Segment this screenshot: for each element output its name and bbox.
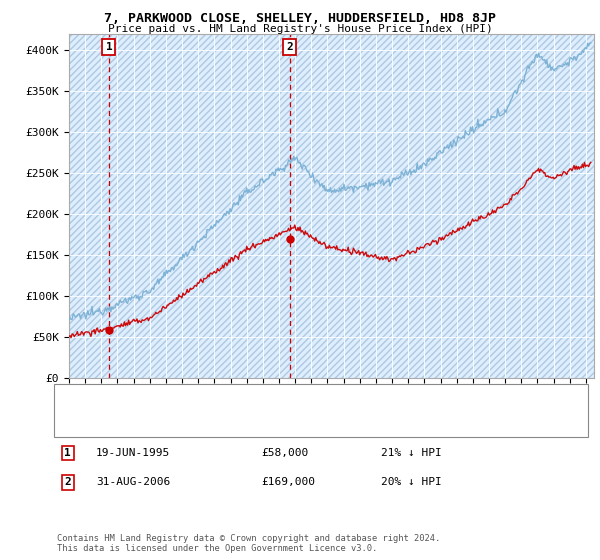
- Text: 1: 1: [64, 448, 71, 458]
- Text: 20% ↓ HPI: 20% ↓ HPI: [381, 477, 442, 487]
- Text: ——: ——: [68, 393, 83, 406]
- Text: 2: 2: [286, 43, 293, 53]
- Text: HPI: Average price, detached house, Kirklees: HPI: Average price, detached house, Kirk…: [96, 417, 360, 427]
- Text: ——: ——: [68, 415, 83, 428]
- Text: 21% ↓ HPI: 21% ↓ HPI: [381, 448, 442, 458]
- Text: 19-JUN-1995: 19-JUN-1995: [96, 448, 170, 458]
- Text: £58,000: £58,000: [261, 448, 308, 458]
- Text: 7, PARKWOOD CLOSE, SHELLEY, HUDDERSFIELD, HD8 8JP (detached house): 7, PARKWOOD CLOSE, SHELLEY, HUDDERSFIELD…: [96, 395, 492, 405]
- Text: Price paid vs. HM Land Registry's House Price Index (HPI): Price paid vs. HM Land Registry's House …: [107, 24, 493, 34]
- Text: 1: 1: [106, 43, 112, 53]
- Text: 31-AUG-2006: 31-AUG-2006: [96, 477, 170, 487]
- Text: Contains HM Land Registry data © Crown copyright and database right 2024.
This d: Contains HM Land Registry data © Crown c…: [57, 534, 440, 553]
- Text: 2: 2: [64, 477, 71, 487]
- Text: 7, PARKWOOD CLOSE, SHELLEY, HUDDERSFIELD, HD8 8JP: 7, PARKWOOD CLOSE, SHELLEY, HUDDERSFIELD…: [104, 12, 496, 25]
- Text: £169,000: £169,000: [261, 477, 315, 487]
